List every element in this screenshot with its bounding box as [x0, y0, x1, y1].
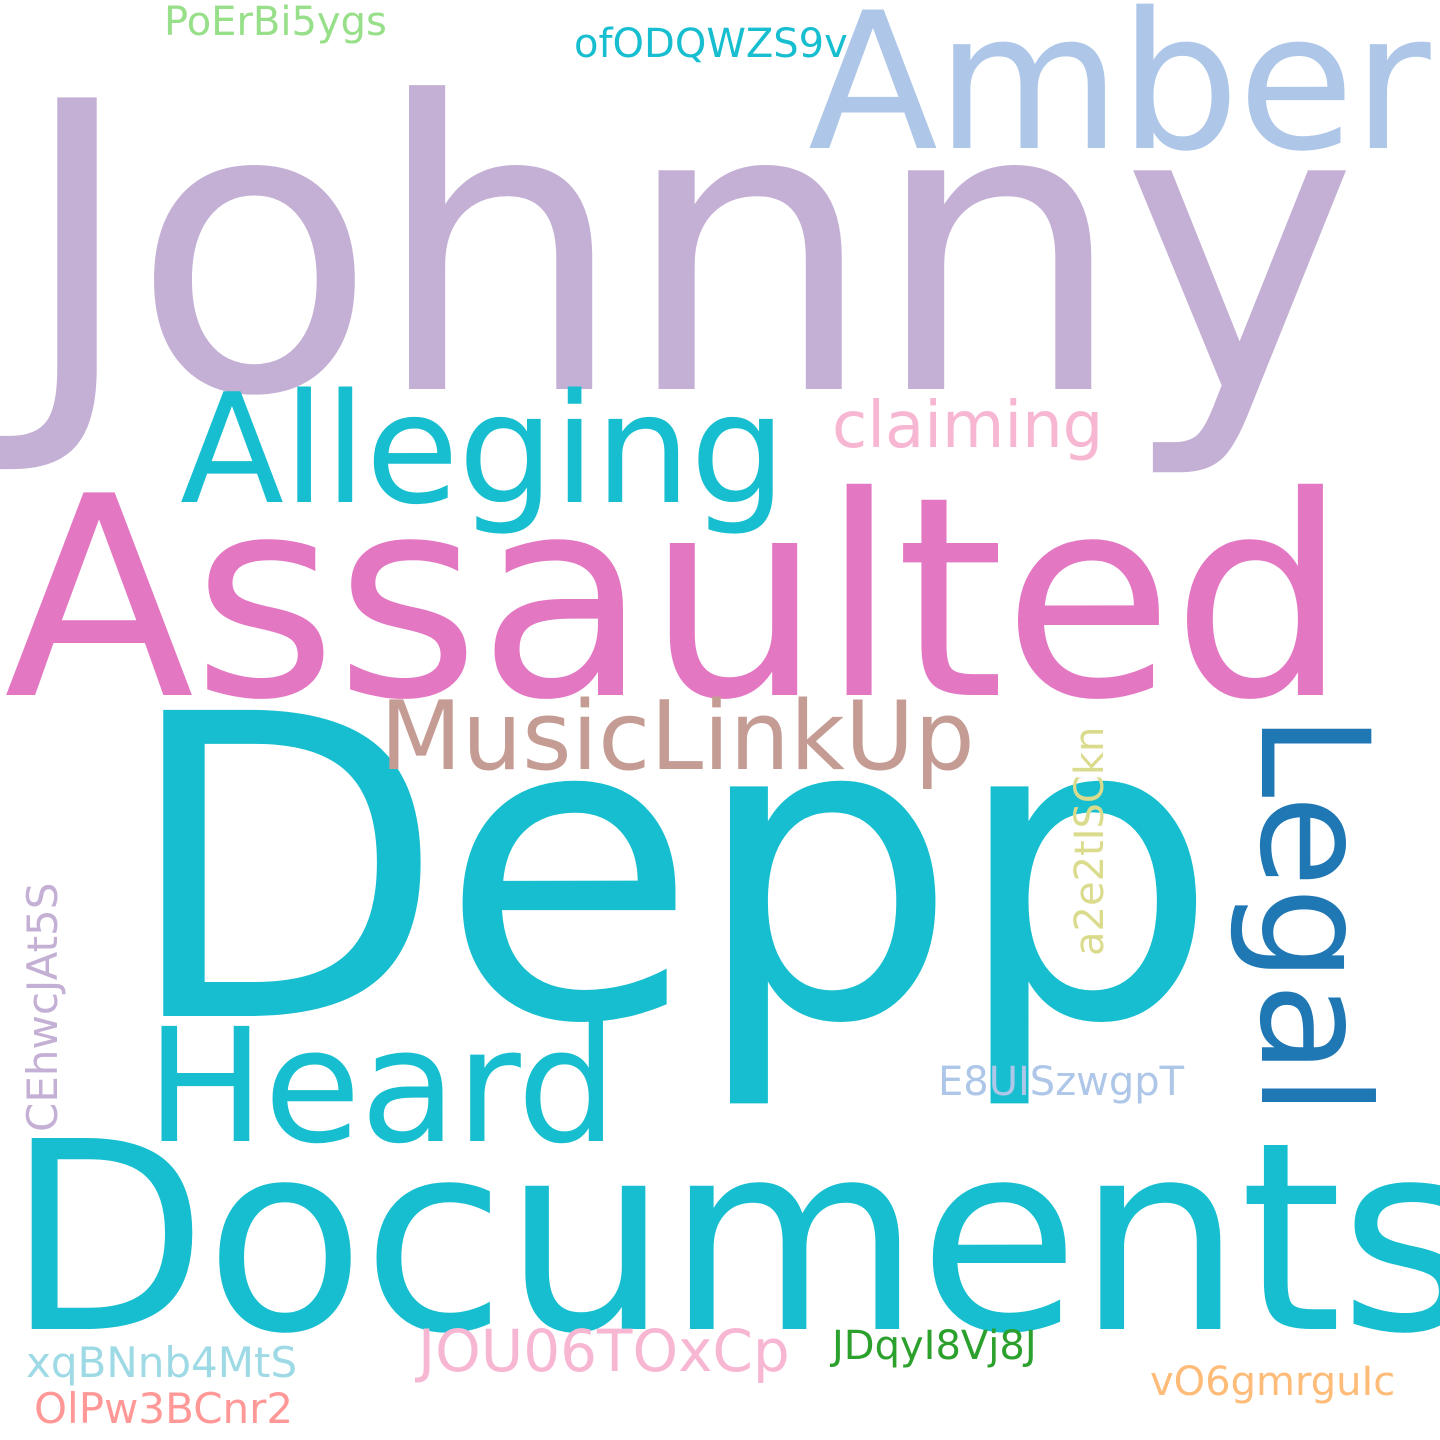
- word-claiming: claiming: [832, 389, 1104, 463]
- word-alleging: Alleging: [180, 361, 786, 538]
- word-jou06toxcp: JOU06TOxCp: [418, 1317, 790, 1385]
- word-documents: Documents: [6, 1086, 1440, 1391]
- word-amber: Amber: [808, 0, 1431, 193]
- word-olpw3bcnr2: OlPw3BCnr2: [34, 1384, 294, 1433]
- word-xqbnnb4mts: xqBNnb4MtS: [26, 1338, 298, 1387]
- word-jdqyi8vj8j: JDqyI8Vj8J: [832, 1323, 1037, 1369]
- word-assaulted: Assaulted: [4, 437, 1348, 761]
- word-poerbi5ygs: PoErBi5ygs: [164, 0, 387, 45]
- word-e8uiszwgpt: E8UISzwgpT: [938, 1059, 1185, 1105]
- word-cehwcjat5s: CEhwcJAt5S: [18, 882, 67, 1132]
- word-legal: Legal: [1226, 714, 1400, 1117]
- word-a2e2tisckn: a2e2tISCkn: [1067, 726, 1113, 956]
- word-depp: Depp: [122, 627, 1219, 1116]
- word-johnny: Johnny: [18, 19, 1358, 484]
- word-heard: Heard: [146, 995, 617, 1179]
- word-vo6gmrguic: vO6gmrguIc: [1150, 1359, 1396, 1405]
- word-musiclinkup: MusicLinkUp: [380, 682, 975, 792]
- word-ofodqwzs9v: ofODQWZS9v: [574, 21, 848, 67]
